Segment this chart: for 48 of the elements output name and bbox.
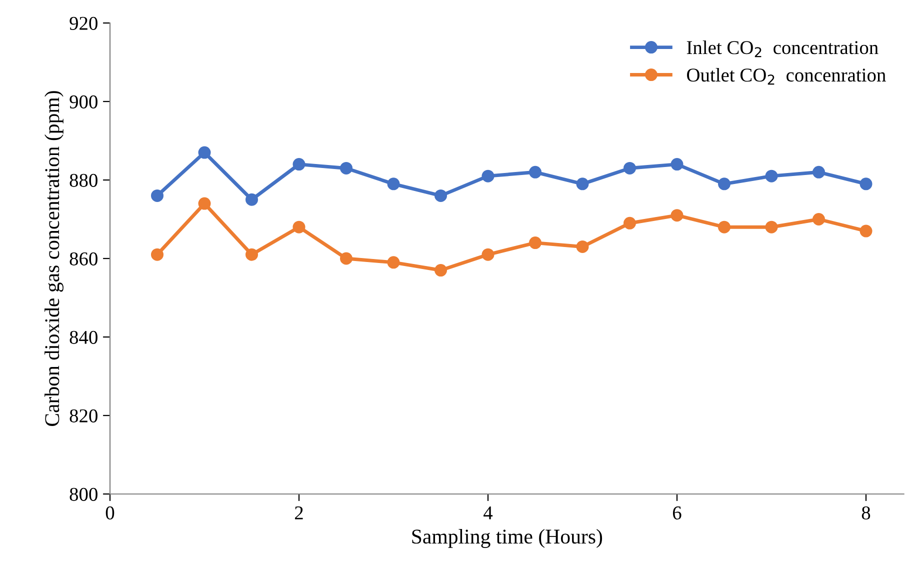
y-tick-label: 900 bbox=[70, 95, 98, 108]
point bbox=[529, 236, 542, 250]
x-tick-label: 4 bbox=[484, 506, 493, 520]
y-tick-label: 880 bbox=[70, 174, 98, 187]
point bbox=[576, 240, 589, 253]
point bbox=[340, 252, 352, 265]
point bbox=[292, 220, 306, 234]
point bbox=[246, 193, 258, 206]
point bbox=[387, 178, 400, 190]
point bbox=[624, 216, 636, 230]
x-tick-label: 6 bbox=[672, 506, 682, 520]
x-axis-title: Sampling time (Hours) bbox=[412, 528, 602, 548]
legend-label: Outlet CO$_{2}$ concenration bbox=[687, 68, 886, 85]
y-axis-title: Carbon dioxide gas concentration (ppm) bbox=[44, 91, 64, 426]
point bbox=[340, 162, 352, 174]
point bbox=[860, 224, 872, 238]
y-tick-label: 820 bbox=[70, 409, 98, 422]
point bbox=[718, 178, 730, 190]
point bbox=[434, 264, 447, 277]
point bbox=[624, 162, 636, 174]
point bbox=[670, 158, 684, 171]
point bbox=[387, 256, 400, 269]
y-tick-label: 920 bbox=[70, 16, 98, 30]
point bbox=[198, 146, 211, 159]
point bbox=[529, 166, 542, 178]
point bbox=[860, 178, 872, 190]
point bbox=[434, 189, 447, 202]
point bbox=[576, 178, 589, 190]
point bbox=[151, 189, 164, 202]
y-tick-label: 800 bbox=[70, 488, 98, 501]
point bbox=[718, 220, 730, 234]
point bbox=[246, 248, 258, 261]
point bbox=[482, 170, 494, 182]
x-tick-label: 2 bbox=[294, 506, 303, 520]
point bbox=[765, 220, 778, 234]
point bbox=[812, 213, 825, 226]
y-tick-label: 840 bbox=[70, 330, 98, 344]
x-tick-label: 0 bbox=[106, 506, 114, 520]
legend-label: Inlet CO$_{2}$ concentration bbox=[686, 40, 878, 58]
point bbox=[765, 170, 778, 182]
point bbox=[670, 209, 684, 222]
x-tick-label: 8 bbox=[862, 506, 870, 520]
point bbox=[812, 166, 825, 178]
point bbox=[482, 248, 494, 261]
point bbox=[151, 248, 164, 261]
point bbox=[292, 158, 306, 171]
y-tick-label: 860 bbox=[70, 252, 98, 266]
point bbox=[198, 197, 211, 210]
